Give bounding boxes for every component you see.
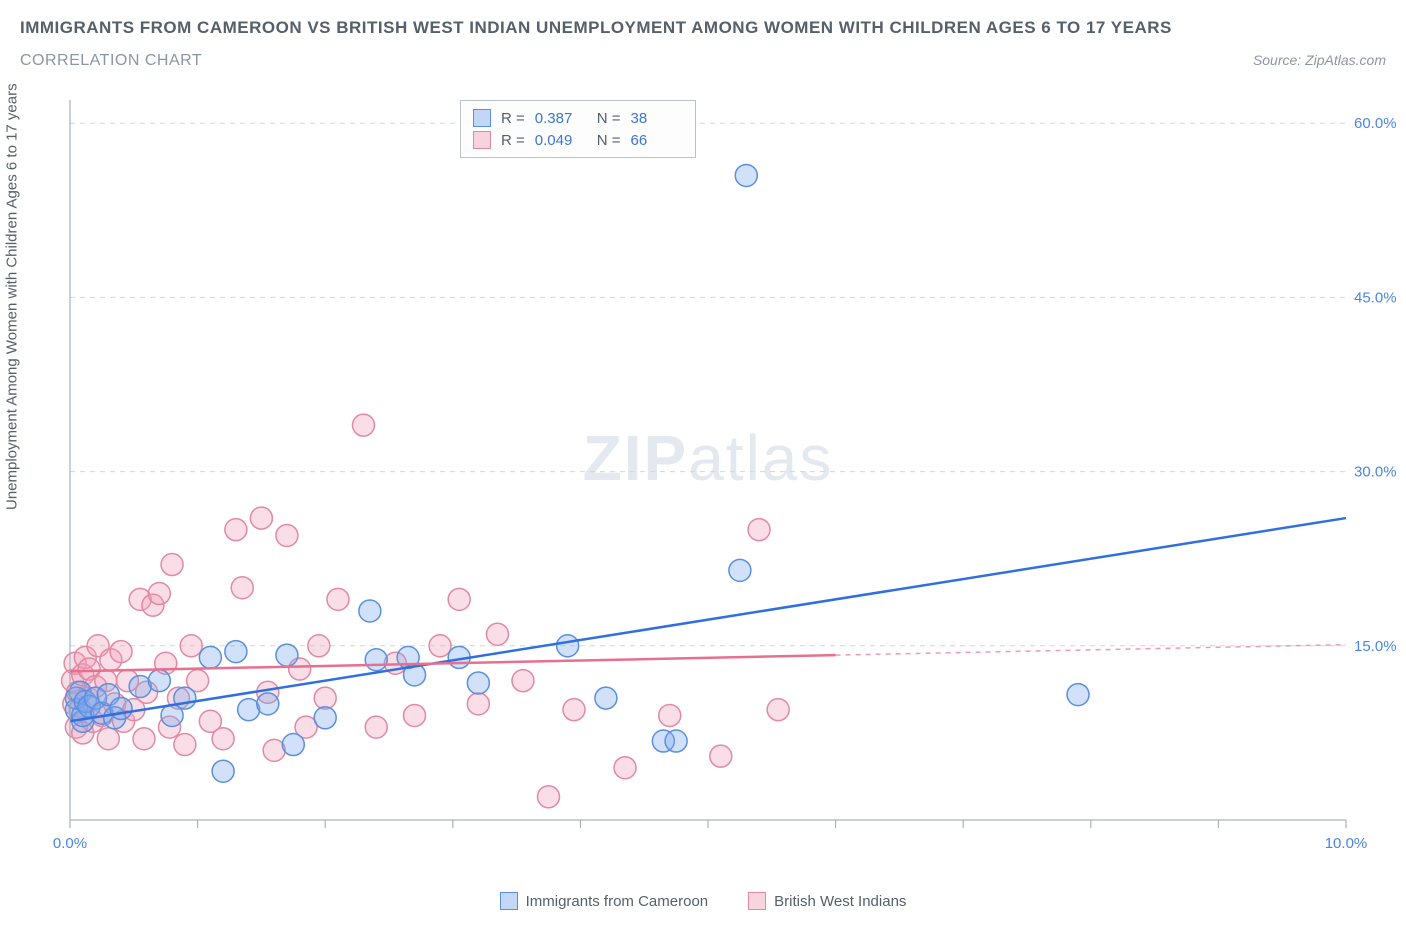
svg-text:ZIPatlas: ZIPatlas <box>583 422 834 494</box>
stats-row-blue: R = 0.387 N = 38 <box>473 107 683 129</box>
swatch-pink <box>748 892 766 910</box>
stats-legend: R = 0.387 N = 38 R = 0.049 N = 66 <box>460 100 696 158</box>
svg-text:60.0%: 60.0% <box>1354 115 1397 132</box>
swatch-blue <box>473 109 491 127</box>
series-legend: Immigrants from Cameroon British West In… <box>0 892 1406 910</box>
n-value-blue: 38 <box>631 110 683 127</box>
chart-subtitle: CORRELATION CHART <box>20 52 202 70</box>
legend-item-pink: British West Indians <box>748 892 906 910</box>
legend-label-pink: British West Indians <box>774 893 906 910</box>
r-label: R = <box>501 110 525 127</box>
chart-title: IMMIGRANTS FROM CAMEROON VS BRITISH WEST… <box>20 18 1386 38</box>
swatch-blue <box>500 892 518 910</box>
legend-label-blue: Immigrants from Cameroon <box>526 893 709 910</box>
swatch-pink <box>473 131 491 149</box>
svg-text:45.0%: 45.0% <box>1354 289 1397 306</box>
stats-row-pink: R = 0.049 N = 66 <box>473 129 683 151</box>
n-label: N = <box>597 110 621 127</box>
svg-text:15.0%: 15.0% <box>1354 638 1397 655</box>
header: IMMIGRANTS FROM CAMEROON VS BRITISH WEST… <box>0 0 1406 70</box>
svg-text:0.0%: 0.0% <box>53 835 87 852</box>
source-label: Source: ZipAtlas.com <box>1253 52 1386 68</box>
legend-item-blue: Immigrants from Cameroon <box>500 892 709 910</box>
n-value-pink: 66 <box>631 132 683 149</box>
scatter-plot: 15.0% 30.0% 45.0% 60.0% 0.0% 10.0% ZIPatlas <box>0 90 1406 880</box>
svg-text:30.0%: 30.0% <box>1354 464 1397 481</box>
subtitle-row: CORRELATION CHART Source: ZipAtlas.com <box>20 52 1386 70</box>
r-value-pink: 0.049 <box>535 132 587 149</box>
r-label: R = <box>501 132 525 149</box>
svg-text:10.0%: 10.0% <box>1325 835 1368 852</box>
r-value-blue: 0.387 <box>535 110 587 127</box>
chart-area: Unemployment Among Women with Children A… <box>0 90 1406 930</box>
n-label: N = <box>597 132 621 149</box>
